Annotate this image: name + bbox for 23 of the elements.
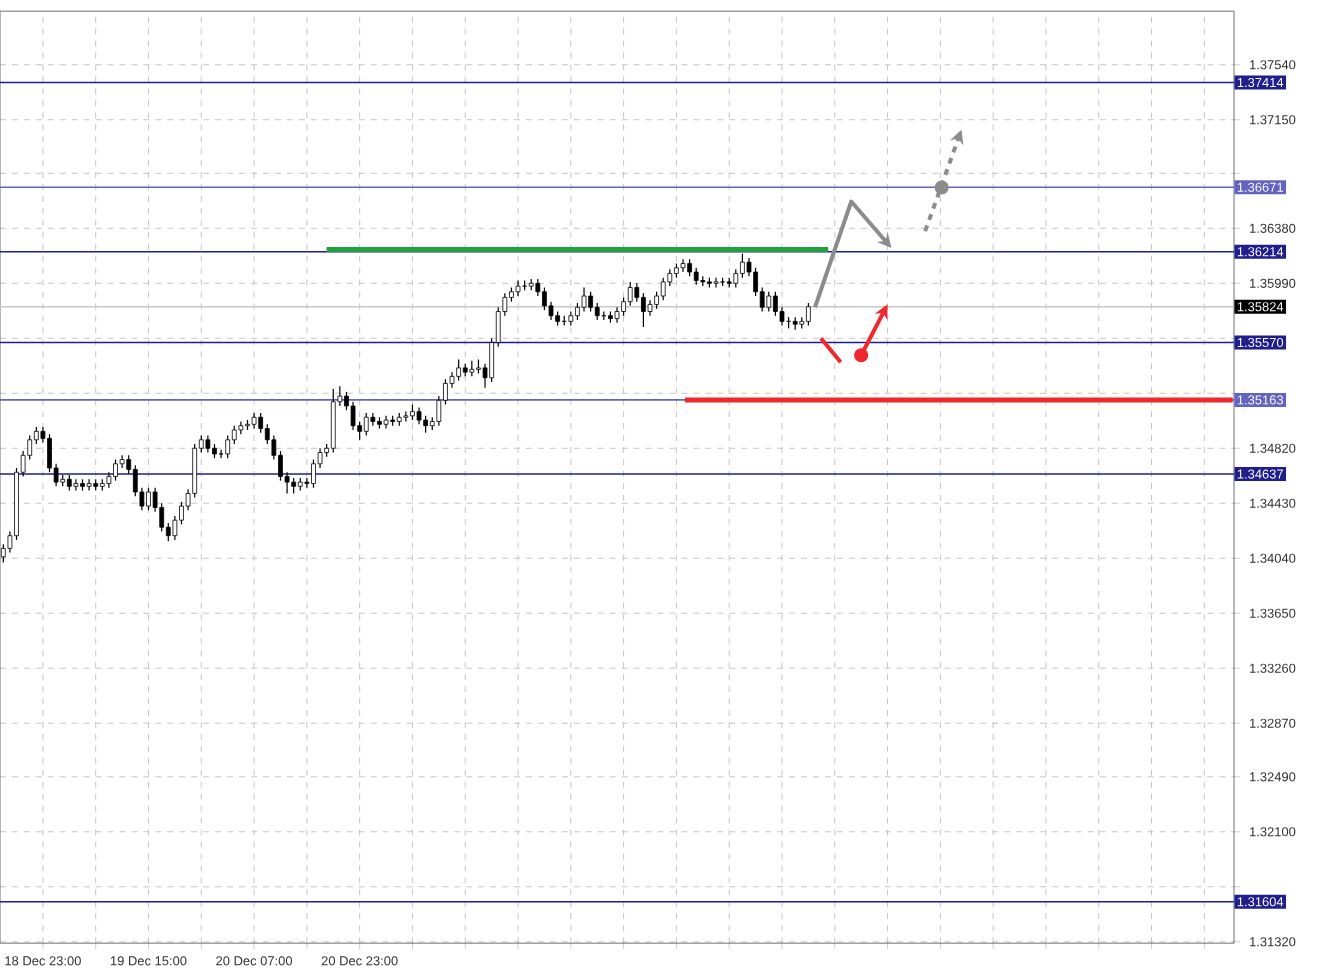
candlestick <box>113 458 118 482</box>
candlestick <box>641 292 646 328</box>
candlestick <box>740 253 745 279</box>
candlestick <box>363 412 369 437</box>
candlestick <box>258 412 264 434</box>
candlestick <box>588 291 593 313</box>
candlestick <box>680 258 686 273</box>
candlestick <box>73 478 79 492</box>
candlestick <box>766 291 772 313</box>
candlestick <box>627 281 633 307</box>
candlestick <box>383 415 389 430</box>
candlestick <box>370 412 376 427</box>
candlestick <box>515 279 521 297</box>
candlestick <box>330 388 336 454</box>
candlestick <box>581 286 587 313</box>
candlestick <box>86 478 92 492</box>
candlestick <box>713 277 719 289</box>
candlestick <box>806 302 811 327</box>
candlestick <box>456 358 462 382</box>
candlestick <box>660 277 666 301</box>
candlestick <box>146 487 151 511</box>
candlestick <box>733 268 739 289</box>
candlestick <box>225 434 231 459</box>
